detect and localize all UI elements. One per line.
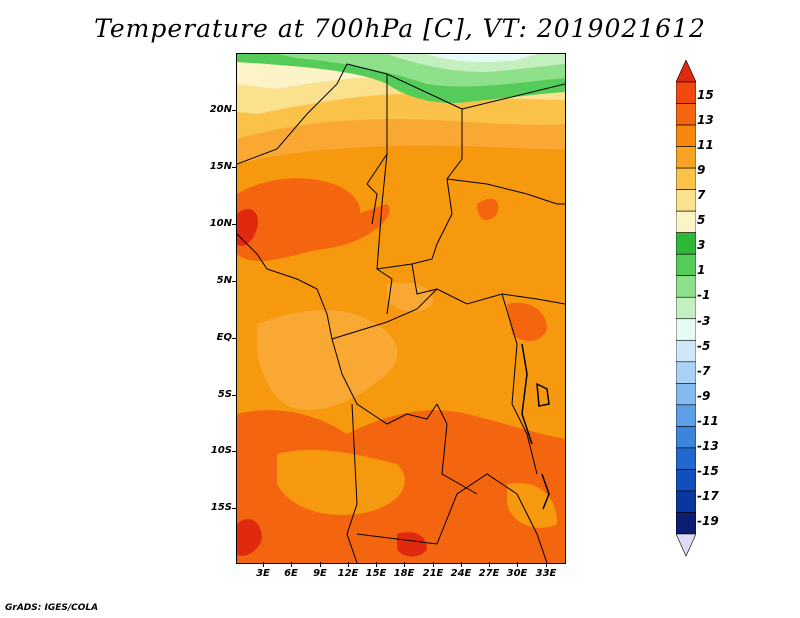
colorbar-label: 9 bbox=[697, 162, 706, 177]
field-pale bbox=[427, 54, 537, 62]
field-13-15-nw bbox=[237, 209, 258, 246]
lon-label-3e: 3E bbox=[256, 568, 270, 579]
colorbar-segment bbox=[676, 361, 696, 384]
lon-tick bbox=[263, 562, 264, 567]
colorbar-segment bbox=[676, 426, 696, 449]
field-7-9-eq bbox=[257, 309, 398, 410]
lat-tick bbox=[232, 395, 237, 396]
colorbar-segment bbox=[676, 469, 696, 492]
colorbar-segment bbox=[676, 339, 696, 363]
lon-tick bbox=[404, 562, 405, 567]
field-13-15-sw bbox=[237, 519, 262, 556]
colorbar-segment bbox=[676, 103, 696, 126]
colorbar-segment bbox=[676, 146, 696, 169]
country-borders bbox=[237, 63, 565, 563]
colorbar-bottom-arrow bbox=[676, 533, 696, 557]
colorbar-label: -13 bbox=[697, 439, 719, 454]
colorbar-label: -9 bbox=[697, 388, 711, 403]
lon-tick bbox=[489, 562, 490, 567]
colorbar-segment bbox=[676, 383, 696, 406]
field-11-13-east2 bbox=[507, 302, 547, 341]
colorbar-label: -7 bbox=[697, 363, 711, 378]
lon-label-18e: 18E bbox=[393, 568, 415, 579]
colorbar-segment bbox=[676, 167, 696, 190]
colorbar-label: -11 bbox=[697, 414, 719, 428]
colorbar-segment bbox=[676, 512, 696, 535]
lat-tick bbox=[232, 338, 237, 339]
colorbar-label: -5 bbox=[697, 338, 711, 353]
colorbar-segment bbox=[676, 189, 696, 212]
colorbar-segment bbox=[676, 275, 696, 298]
colorbar-label: 1 bbox=[697, 263, 706, 278]
lat-label-15s: 15S bbox=[210, 502, 232, 513]
lat-tick bbox=[232, 110, 237, 111]
colorbar-segment bbox=[676, 490, 696, 513]
colorbar-segment bbox=[676, 81, 696, 104]
lon-label-27e: 27E bbox=[478, 568, 500, 579]
lat-tick bbox=[232, 508, 237, 509]
lat-tick bbox=[232, 167, 237, 168]
lon-label-21e: 21E bbox=[422, 568, 444, 579]
colorbar-label: 5 bbox=[697, 213, 706, 228]
colorbar-segment bbox=[676, 404, 696, 427]
field-11-13-east bbox=[477, 198, 499, 220]
colorbar-segment bbox=[676, 124, 696, 147]
colorbar-segment bbox=[676, 210, 696, 233]
lon-label-9e: 9E bbox=[313, 568, 327, 579]
map-panel bbox=[236, 53, 566, 564]
lon-tick bbox=[348, 562, 349, 567]
lon-tick bbox=[376, 562, 377, 567]
colorbar-segment bbox=[676, 232, 696, 255]
colorbar-label: 11 bbox=[697, 137, 714, 152]
colorbar-segment bbox=[676, 296, 696, 320]
lat-tick bbox=[232, 281, 237, 282]
colorbar bbox=[676, 60, 696, 557]
colorbar-label: -15 bbox=[697, 464, 719, 479]
colorbar-label: 13 bbox=[697, 112, 714, 127]
colorbar-label: -1 bbox=[697, 288, 711, 303]
lat-label-10n: 10N bbox=[209, 218, 232, 229]
field-9-11-south bbox=[277, 449, 405, 515]
field-9-11-se bbox=[507, 483, 557, 528]
lat-label-10s: 10S bbox=[210, 445, 232, 456]
lon-tick bbox=[320, 562, 321, 567]
colorbar-segment bbox=[676, 253, 696, 277]
lat-label-5n: 5N bbox=[216, 275, 232, 286]
lon-label-6e: 6E bbox=[284, 568, 298, 579]
lat-label-15n: 15N bbox=[209, 161, 232, 172]
colorbar-label: 7 bbox=[697, 188, 706, 202]
colorbar-label: -17 bbox=[697, 489, 719, 504]
lon-tick bbox=[291, 562, 292, 567]
map-title: Temperature at 700hPa [C], VT: 201902161… bbox=[94, 14, 706, 43]
lon-tick bbox=[546, 562, 547, 567]
lon-label-33e: 33E bbox=[535, 568, 557, 579]
lon-label-12e: 12E bbox=[337, 568, 359, 579]
lon-tick bbox=[433, 562, 434, 567]
colorbar-segment bbox=[676, 318, 696, 341]
lat-label-eq: EQ bbox=[216, 332, 232, 343]
colorbar-top-arrow bbox=[676, 60, 696, 83]
lat-tick bbox=[232, 451, 237, 452]
colorbar-label: -19 bbox=[697, 514, 719, 529]
lat-label-20n: 20N bbox=[209, 104, 232, 115]
colorbar-label: 3 bbox=[697, 238, 706, 253]
lon-tick bbox=[461, 562, 462, 567]
field-11-13-center bbox=[277, 204, 390, 252]
lon-label-24e: 24E bbox=[450, 568, 472, 579]
colorbar-label: 15 bbox=[697, 87, 714, 102]
lat-tick bbox=[232, 224, 237, 225]
colorbar-segment bbox=[676, 447, 696, 470]
lakes bbox=[521, 343, 550, 510]
lon-tick bbox=[517, 562, 518, 567]
field-13-15-south bbox=[397, 532, 427, 557]
lat-label-5s: 5S bbox=[217, 389, 232, 400]
lon-label-15e: 15E bbox=[365, 568, 387, 579]
temperature-map bbox=[237, 54, 565, 563]
lon-label-30e: 30E bbox=[506, 568, 528, 579]
grads-credit: GrADS: IGES/COLA bbox=[5, 603, 99, 613]
colorbar-label: -3 bbox=[697, 313, 711, 328]
